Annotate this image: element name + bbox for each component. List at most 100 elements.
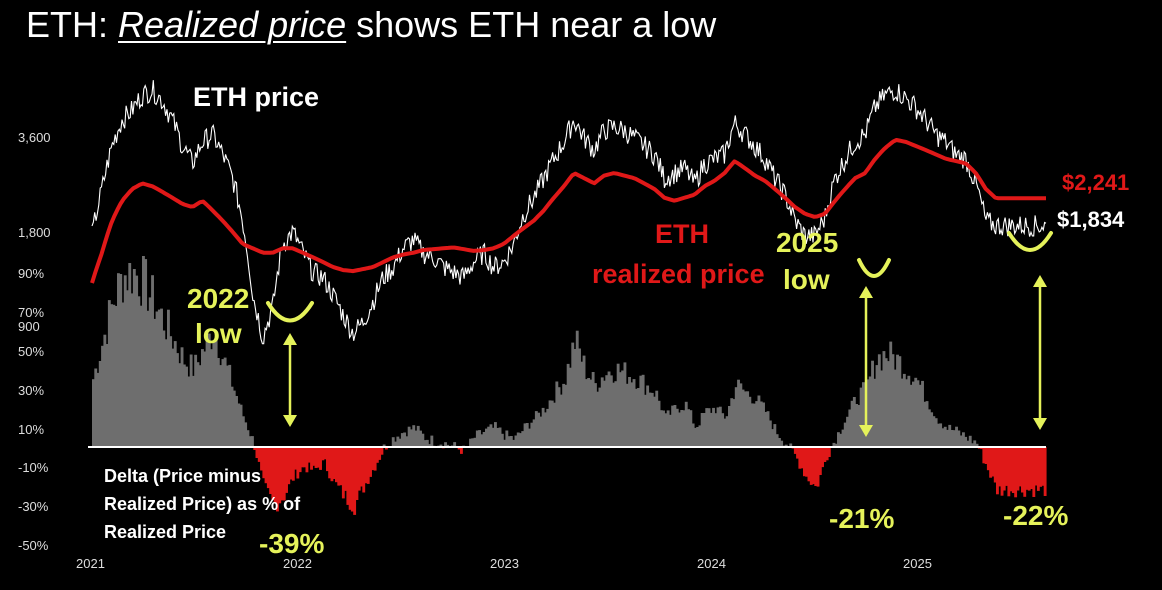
delta-bar-positive xyxy=(201,349,204,447)
delta-bar-positive xyxy=(587,378,591,447)
delta-bar-negative xyxy=(344,447,347,491)
delta-bar-positive xyxy=(407,426,411,447)
delta-bar-positive xyxy=(866,379,870,447)
delta-bar-positive xyxy=(887,361,890,447)
delta-bar-positive xyxy=(716,407,720,447)
delta-bar-positive xyxy=(705,408,709,447)
delta-bar-positive xyxy=(232,390,236,447)
delta-bar-positive xyxy=(755,401,759,447)
delta-bar-positive xyxy=(185,366,188,447)
delta-bar-positive xyxy=(573,349,577,447)
delta-bar-negative xyxy=(460,447,463,454)
delta-bar-positive xyxy=(228,364,232,447)
delta-bar-positive xyxy=(927,409,931,447)
delta-bar-positive xyxy=(239,404,243,447)
delta-bar-positive xyxy=(966,440,970,447)
delta-bar-positive xyxy=(912,381,915,447)
delta-bar-positive xyxy=(909,384,913,447)
delta-bar-positive xyxy=(959,435,963,447)
delta-bar-negative xyxy=(373,447,377,471)
delta-bar-positive xyxy=(110,304,114,447)
price-tick-3600: 3,600 xyxy=(18,130,51,145)
delta-bar-positive xyxy=(762,402,765,447)
delta-bar-positive xyxy=(957,430,961,447)
delta-bar-negative xyxy=(366,447,370,484)
delta-bar-negative xyxy=(296,447,300,479)
delta-bar-positive xyxy=(659,410,663,447)
delta-bar-positive xyxy=(210,349,213,447)
delta-bar-positive xyxy=(632,379,636,447)
delta-bar-negative xyxy=(271,447,275,501)
delta-bar-negative xyxy=(278,447,282,504)
delta-tick-90: 90% xyxy=(18,266,45,281)
delta-bar-positive xyxy=(948,424,952,447)
delta-bar-negative xyxy=(980,447,983,450)
delta-bar-positive xyxy=(251,436,254,447)
delta-bar-positive xyxy=(955,426,958,447)
delta-bar-positive xyxy=(146,310,150,447)
delta-bar-positive xyxy=(550,400,554,447)
delta-bar-positive xyxy=(160,308,163,447)
delta-bar-negative xyxy=(1018,447,1022,487)
current-low-bracket xyxy=(1007,231,1053,252)
delta-bar-positive xyxy=(712,407,715,447)
delta-bar-positive xyxy=(453,442,457,447)
delta-bar-positive xyxy=(737,379,740,447)
delta-bar-positive xyxy=(753,403,756,447)
delta-bar-positive xyxy=(187,376,191,447)
delta-bar-positive xyxy=(534,411,538,447)
delta-bar-positive xyxy=(859,387,863,447)
delta-bar-positive xyxy=(846,416,849,447)
delta-bar-positive xyxy=(628,377,631,447)
delta-bar-positive xyxy=(416,425,420,447)
delta-bar-positive xyxy=(135,275,139,447)
delta-bar-positive xyxy=(537,412,541,447)
title-emphasis: Realized price xyxy=(118,4,347,45)
delta-bar-negative xyxy=(330,447,334,482)
x-tick-2024: 2024 xyxy=(697,556,726,571)
delta-bar-positive xyxy=(768,420,772,447)
delta-bar-negative xyxy=(337,447,341,486)
delta-bar-negative xyxy=(807,447,811,482)
delta-bar-positive xyxy=(773,424,777,447)
delta-bar-negative xyxy=(989,447,993,478)
delta-bar-positive xyxy=(216,358,220,447)
delta-bar-positive xyxy=(559,394,563,447)
delta-bar-negative xyxy=(348,447,352,510)
delta-bar-positive xyxy=(589,379,593,447)
delta-bar-positive xyxy=(169,336,173,447)
delta-bar-negative xyxy=(253,447,257,450)
delta-bar-positive xyxy=(750,403,754,447)
delta-bar-positive xyxy=(475,430,479,447)
eth-realized-label-line2: realized price xyxy=(592,259,765,289)
delta-bar-positive xyxy=(514,435,518,447)
delta-label-line3: Realized Price xyxy=(104,522,227,542)
eth-realized-label-line1: ETH xyxy=(655,219,709,249)
delta-bar-positive xyxy=(739,383,743,447)
delta-bar-positive xyxy=(962,432,965,447)
delta-bar-positive xyxy=(142,256,145,447)
delta-bar-positive xyxy=(939,423,943,447)
delta-bar-positive xyxy=(698,425,702,447)
low-2022-word: low xyxy=(195,318,242,349)
delta-bar-negative xyxy=(269,447,273,494)
delta-bar-positive xyxy=(105,344,109,447)
delta-bar-positive xyxy=(916,380,920,447)
delta-bar-positive xyxy=(430,435,434,447)
delta-bar-positive xyxy=(621,370,625,447)
delta-bar-positive xyxy=(507,436,511,447)
delta-tick-30: 30% xyxy=(18,383,45,398)
delta-bar-negative xyxy=(316,447,320,468)
current-realized-value: $2,241 xyxy=(1062,170,1130,195)
delta-bar-positive xyxy=(203,351,207,447)
delta-bar-positive xyxy=(775,434,779,447)
delta-bar-positive xyxy=(575,330,579,447)
delta-bar-positive xyxy=(907,375,911,447)
delta-bar-positive xyxy=(412,425,416,447)
delta-bar-positive xyxy=(891,354,895,447)
delta-bar-positive xyxy=(771,429,775,447)
delta-bar-negative xyxy=(280,447,284,501)
delta-bar-positive xyxy=(487,426,491,447)
